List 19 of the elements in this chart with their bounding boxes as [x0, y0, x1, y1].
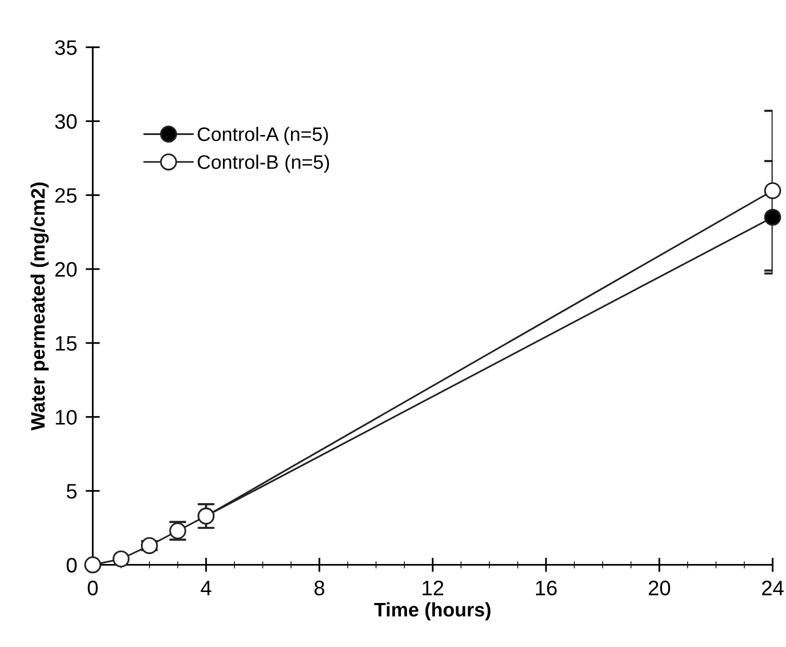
y-tick-label: 20	[55, 262, 77, 277]
x-axis-title: Time (hours)	[374, 602, 490, 620]
x-tick-label: 8	[314, 580, 324, 596]
y-axis-title: Water permeated (mg/cm2)	[30, 182, 49, 430]
x-tick-label: 20	[648, 580, 670, 596]
y-tick-label: 35	[55, 40, 77, 55]
legend-label: Control-A (n=5)	[198, 126, 328, 145]
y-tick-label: 0	[66, 558, 77, 573]
x-tick-label: 0	[88, 580, 98, 596]
y-tick-label: 25	[55, 188, 77, 203]
x-tick-label: 16	[536, 580, 557, 596]
x-tick-label: 4	[200, 580, 212, 596]
x-tick-label: 12	[422, 580, 444, 596]
y-tick-label: 5	[66, 484, 77, 499]
x-tick-label: 24	[762, 580, 784, 596]
y-tick-label: 30	[55, 114, 77, 129]
y-tick-label: 10	[56, 410, 77, 425]
legend-label: Control-B (n=5)	[198, 154, 329, 173]
y-tick-label: 15	[56, 336, 77, 351]
